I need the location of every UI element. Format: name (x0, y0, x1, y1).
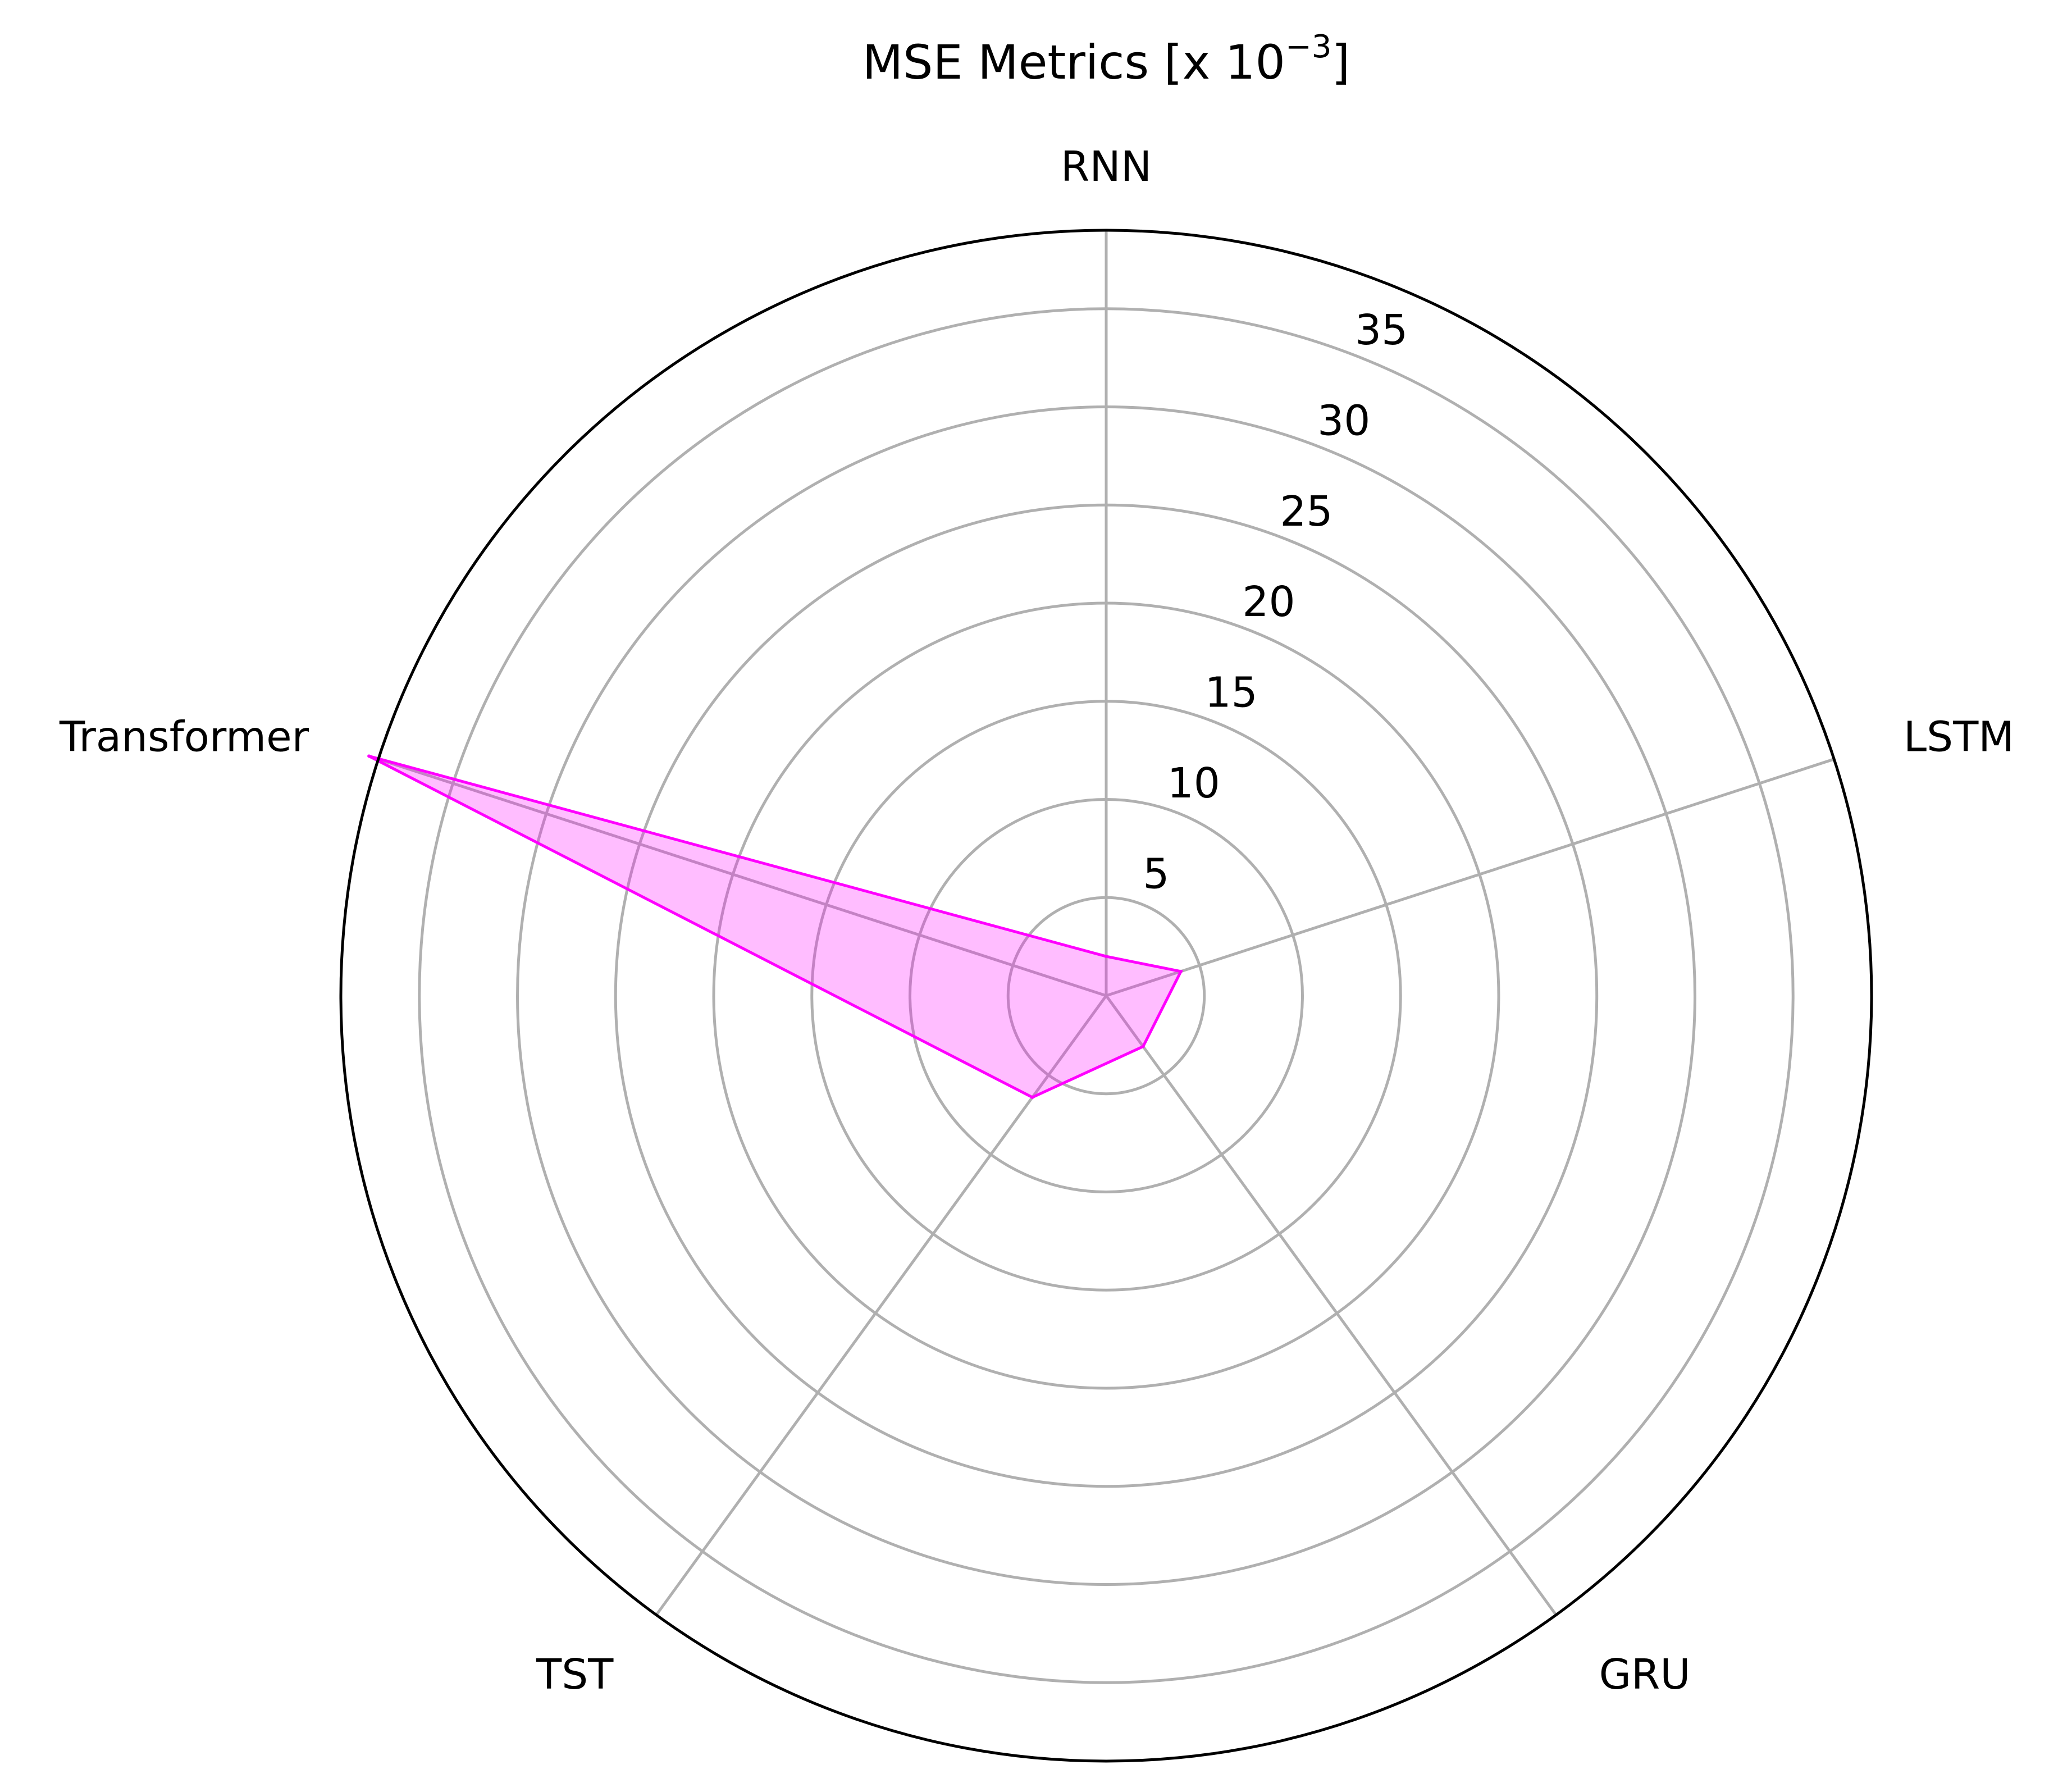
category-label-tst: TST (536, 1650, 614, 1699)
category-label-rnn: RNN (1061, 143, 1152, 191)
r-tick-label-10: 10 (1167, 759, 1220, 808)
r-tick-label-35: 35 (1355, 306, 1408, 354)
data-point-transformer (367, 754, 371, 758)
chart-title: MSE Metrics [x 10−3] (863, 29, 1350, 90)
spoke-transformer (377, 758, 1107, 997)
data-point-gru (1141, 1045, 1145, 1048)
r-tick-label-20: 20 (1242, 578, 1295, 626)
grid-layer (377, 230, 1835, 1684)
category-label-lstm: LSTM (1904, 713, 2014, 762)
series-area-0 (369, 756, 1181, 1097)
data-point-tst (1030, 1096, 1034, 1099)
spoke-gru (1105, 995, 1558, 1616)
r-tick-label-25: 25 (1280, 487, 1332, 536)
spoke-tst (655, 995, 1108, 1616)
polar-frame (339, 229, 1873, 1763)
chart-title-main: MSE Metrics [x 10 (863, 35, 1285, 90)
r-tick-label-5: 5 (1143, 850, 1169, 899)
frame-layer (339, 229, 1873, 1763)
category-label-transformer: Transformer (59, 713, 309, 762)
data-point-lstm (1179, 969, 1183, 973)
data-point-rnn (1105, 955, 1108, 959)
r-tick-label-15: 15 (1205, 669, 1258, 717)
series-layer (367, 754, 1183, 1099)
spoke-lstm (1106, 758, 1835, 997)
r-tick-label-30: 30 (1317, 396, 1370, 445)
label-layer: 5 10 15 20 25 30 35 RNN LSTM GRU TST Transformer (59, 143, 2014, 1699)
series-line-0 (368, 754, 1183, 1099)
category-label-gru: GRU (1599, 1650, 1691, 1699)
chart-title-superscript: −3 (1285, 29, 1332, 65)
chart-title-close: ] (1332, 35, 1350, 90)
